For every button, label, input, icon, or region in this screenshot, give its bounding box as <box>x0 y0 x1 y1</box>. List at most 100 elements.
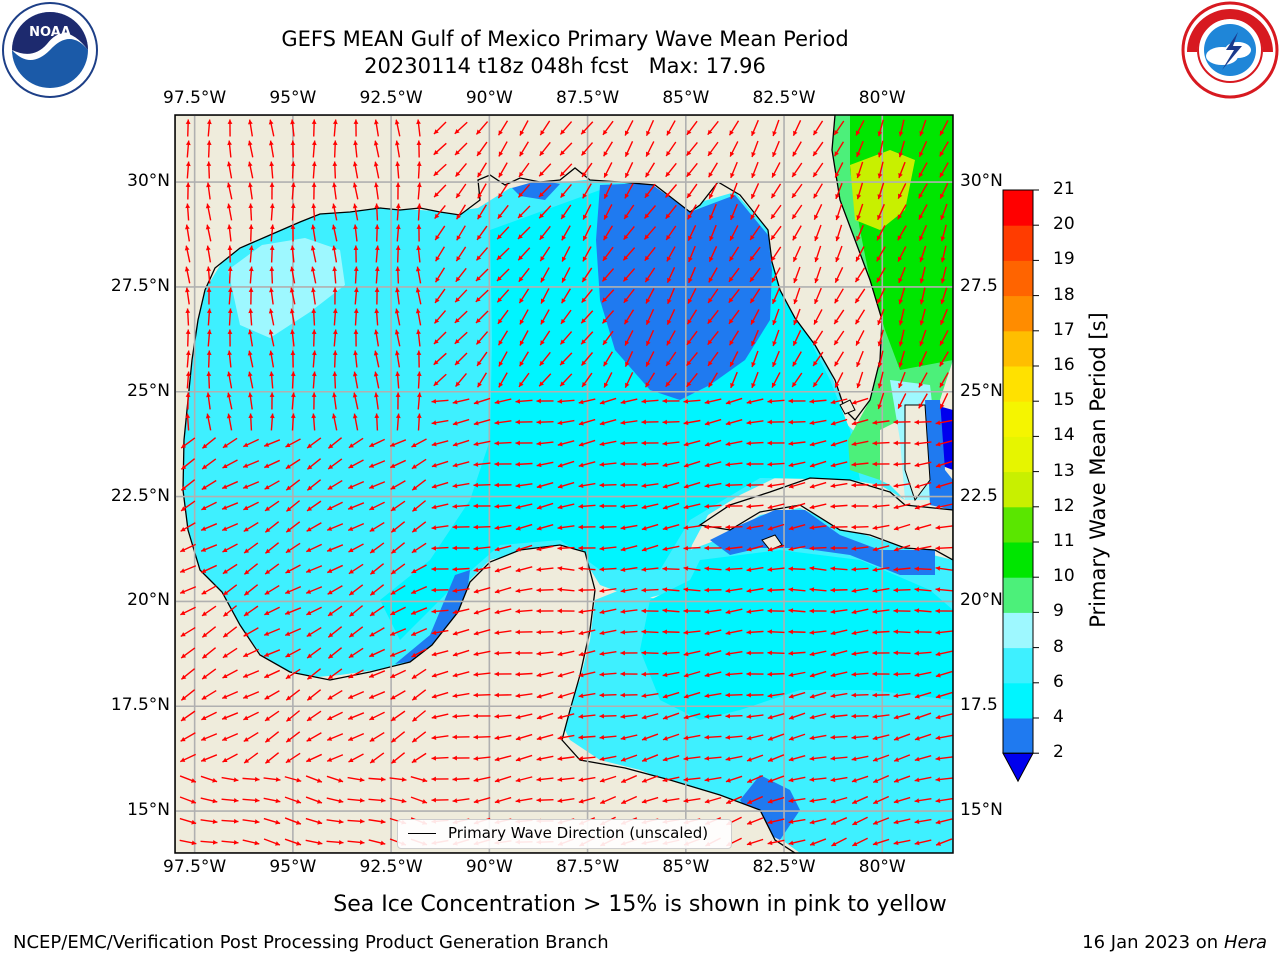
wave-arrow <box>454 121 468 135</box>
lon-tick-top-4: 87.5°W <box>555 88 620 108</box>
wave-arrow <box>914 671 932 678</box>
wave-arrow <box>390 752 406 764</box>
wave-arrow <box>746 671 764 677</box>
wave-arrow <box>561 267 571 283</box>
wave-arrow <box>368 776 386 782</box>
wave-arrow <box>473 607 491 615</box>
wave-arrow <box>641 775 659 783</box>
colorbar-tick-label-12: 17 <box>1053 319 1075 340</box>
wave-arrow <box>855 246 865 262</box>
wave-arrow <box>620 503 638 509</box>
wave-arrow <box>227 287 233 305</box>
wave-arrow <box>581 162 593 178</box>
wave-arrow <box>876 225 886 241</box>
wave-arrow <box>242 691 260 699</box>
wave-arrow <box>517 226 531 240</box>
wave-arrow <box>919 287 926 305</box>
wave-arrow <box>539 351 551 367</box>
wave-arrow <box>898 308 905 326</box>
wave-arrow <box>310 245 317 263</box>
wave-arrow <box>812 162 824 178</box>
wave-arrow <box>830 503 848 509</box>
wave-arrow <box>222 437 238 449</box>
wave-arrow <box>830 650 848 657</box>
colorbar-segment-11 <box>1003 330 1033 367</box>
wave-arrow <box>285 710 301 722</box>
wave-arrow <box>290 161 296 179</box>
wave-arrow <box>897 225 907 241</box>
wave-arrow <box>475 268 489 282</box>
wave-arrow <box>746 587 764 594</box>
wave-arrow <box>557 608 575 614</box>
wave-arrow <box>788 566 806 572</box>
wave-arrow <box>918 204 928 220</box>
wave-arrow <box>622 268 636 282</box>
wave-arrow <box>746 734 764 741</box>
wave-arrow <box>686 162 698 178</box>
wave-arrow <box>284 627 302 637</box>
wave-arrow <box>918 183 928 199</box>
wave-arrow <box>788 502 806 510</box>
deep-blue-loop-current <box>596 183 772 400</box>
colorbar-tick-label-14: 19 <box>1053 249 1075 270</box>
wave-arrow <box>578 629 596 636</box>
wave-arrow <box>641 629 659 635</box>
wave-arrow <box>620 692 638 698</box>
wave-arrow <box>809 818 827 825</box>
wave-arrow <box>452 524 470 530</box>
wave-arrow <box>599 755 617 762</box>
wave-arrow <box>227 350 232 368</box>
wave-arrow <box>788 398 806 404</box>
wave-arrow <box>473 503 491 509</box>
wave-arrow <box>914 629 932 635</box>
wave-arrow <box>662 776 680 783</box>
wave-arrow <box>856 203 864 221</box>
wave-arrow <box>179 796 197 804</box>
wave-arrow <box>560 204 572 220</box>
wave-arrow <box>515 776 533 783</box>
map-legend: Primary Wave Direction (unscaled) <box>397 819 732 849</box>
wave-arrow <box>940 266 947 284</box>
wave-arrow <box>580 310 594 324</box>
wave-arrow <box>897 246 907 262</box>
wave-arrow <box>939 393 949 409</box>
lat-tick-right-6: 15°N <box>960 800 1003 821</box>
wave-arrow <box>746 566 764 573</box>
wave-arrow <box>452 671 470 678</box>
wave-arrow <box>452 461 470 468</box>
wave-arrow <box>452 545 470 551</box>
wave-arrow <box>898 140 906 158</box>
wave-arrow <box>243 438 259 448</box>
wave-arrow <box>771 287 781 305</box>
wave-arrow <box>185 392 191 410</box>
wave-arrow <box>746 461 764 467</box>
wave-arrow <box>206 287 212 305</box>
wave-arrow <box>559 331 573 345</box>
wave-arrow <box>602 120 614 136</box>
wave-arrow <box>751 161 759 179</box>
wave-arrow <box>269 182 275 200</box>
wave-arrow <box>872 817 890 825</box>
wave-arrow <box>327 437 343 449</box>
wave-arrow <box>347 712 365 720</box>
wave-arrow <box>730 161 738 179</box>
wave-arrow <box>517 247 531 261</box>
wave-arrow <box>180 606 196 616</box>
wave-arrow <box>331 203 338 221</box>
wave-arrow <box>851 671 869 677</box>
wave-arrow <box>557 734 575 741</box>
wave-arrow <box>809 670 827 678</box>
wave-arrow <box>369 563 385 575</box>
wave-arrow <box>410 627 428 637</box>
wave-arrow <box>264 521 280 533</box>
wave-arrow <box>641 503 659 510</box>
wave-arrow <box>686 141 698 157</box>
wave-arrow <box>893 713 911 720</box>
wave-arrow <box>326 754 344 762</box>
wave-arrow <box>746 714 764 719</box>
wave-arrow <box>830 817 848 825</box>
lon-tick-top-1: 95°W <box>269 88 317 108</box>
wave-arrow <box>559 163 573 177</box>
wave-arrow <box>494 755 512 762</box>
